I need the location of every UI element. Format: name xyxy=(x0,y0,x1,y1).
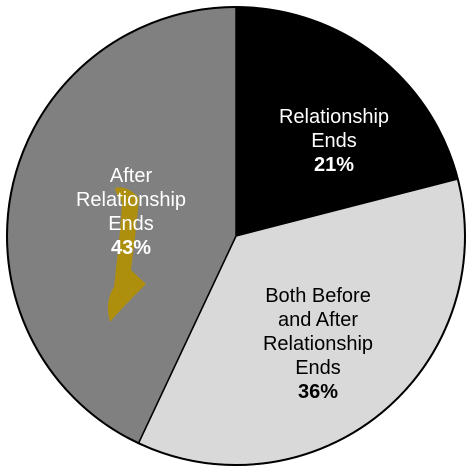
slice-label-line: Relationship xyxy=(263,333,373,355)
slice-label-line: Both Before xyxy=(265,285,371,307)
slice-label-line: Ends xyxy=(295,357,341,379)
highlight-annotation-shape xyxy=(107,187,146,322)
slice-labels: Relationship Ends 21%Both Before and After R… xyxy=(76,106,389,403)
slice-label-line: Ends xyxy=(311,130,357,152)
slice-label-line: After xyxy=(110,165,153,187)
slice-label-line: Ends xyxy=(108,213,154,235)
pie-outline xyxy=(6,6,466,466)
slice-percent-label: 36% xyxy=(298,381,338,403)
annotation-layer xyxy=(107,187,146,322)
slice-label-line: Relationship xyxy=(279,106,389,128)
slice-percent-label: 43% xyxy=(111,237,151,259)
slice-percent-label: 21% xyxy=(314,154,354,176)
slice-label-line: Relationship xyxy=(76,189,186,211)
pie-slices xyxy=(6,6,466,466)
slice-label-1: Both Before and After Relationship Ends 36% xyxy=(263,285,373,403)
slice-label-0: Relationship Ends 21% xyxy=(279,106,389,176)
slice-label-line: and After xyxy=(278,309,358,331)
slice-label-2: After Relationship Ends 43% xyxy=(76,165,186,259)
